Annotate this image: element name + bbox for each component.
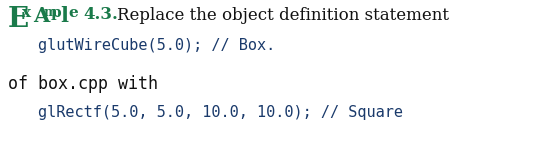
Text: e: e — [68, 6, 78, 20]
Text: Replace the object definition statement: Replace the object definition statement — [117, 7, 449, 24]
Text: A: A — [33, 6, 49, 26]
Text: glutWireCube(5.0); // Box.: glutWireCube(5.0); // Box. — [38, 38, 275, 53]
Text: 4.3.: 4.3. — [83, 6, 118, 23]
Text: of box.cpp with: of box.cpp with — [8, 75, 158, 93]
Text: l: l — [60, 6, 68, 26]
Text: E: E — [8, 6, 29, 33]
Text: m: m — [44, 6, 57, 19]
Text: x: x — [22, 6, 31, 20]
Text: glRectf(5.0, 5.0, 10.0, 10.0); // Square: glRectf(5.0, 5.0, 10.0, 10.0); // Square — [38, 105, 403, 120]
Text: p: p — [51, 6, 62, 20]
